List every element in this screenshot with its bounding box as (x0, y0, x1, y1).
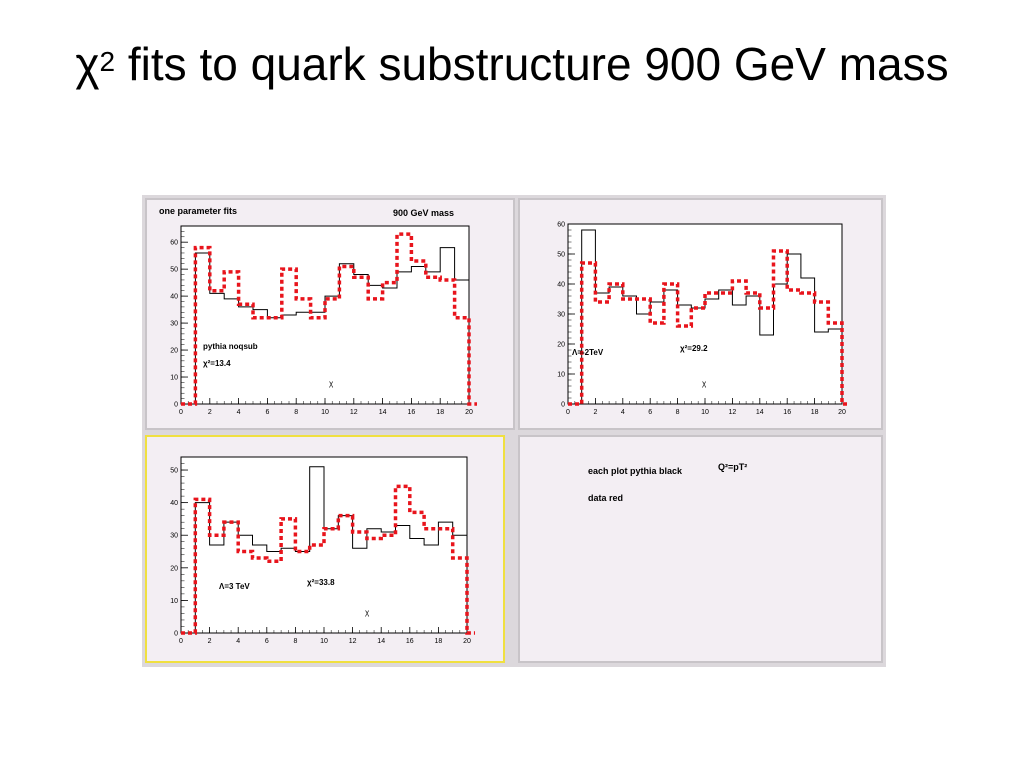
x-tick-label: 14 (379, 409, 387, 416)
x-tick-label: 20 (465, 409, 473, 416)
plot-group: 0 2 4 6 8 10 12 14 16 18 20 0 10 20 30 40 50 60 (557, 222, 850, 416)
title-text: fits to quark substructure 900 GeV mass (115, 38, 949, 90)
y-tick-label: 10 (557, 372, 565, 379)
x-tick-label: 2 (208, 638, 212, 645)
pad-top-right[interactable]: 0 2 4 6 8 10 12 14 16 18 20 0 10 20 30 40 50 60 Λ=-2TeV χ²=… (518, 198, 883, 430)
x-tick-label: 8 (293, 638, 297, 645)
x-tick-label: 4 (237, 409, 241, 416)
y-tick-label: 20 (557, 342, 565, 349)
y-tick-label: 30 (557, 312, 565, 319)
y-tick-label: 30 (170, 533, 178, 540)
title-superscript: 2 (99, 46, 116, 77)
x-tick-label: 14 (377, 638, 385, 645)
y-tick-label: 60 (170, 240, 178, 247)
x-tick-label: 16 (783, 409, 791, 416)
x-tick-label: 14 (756, 409, 764, 416)
x-tick-label: 16 (406, 638, 414, 645)
chart-label: Λ=-2TeV (572, 348, 604, 357)
x-tick-label: 8 (294, 409, 298, 416)
root-canvas: 0 2 4 6 8 10 12 14 16 18 20 0 10 20 30 40 50 60 one parame… (142, 195, 886, 667)
x-tick-label: 18 (435, 638, 443, 645)
x-tick-label: 0 (566, 409, 570, 416)
data-histogram-line (181, 484, 475, 635)
y-tick-label: 60 (557, 222, 565, 229)
y-tick-label: 0 (561, 402, 565, 409)
x-axis-label: χ (702, 379, 707, 388)
y-tick-label: 40 (170, 294, 178, 301)
title-chi-symbol: χ (75, 38, 100, 90)
x-tick-label: 4 (236, 638, 240, 645)
note-pythia-black: each plot pythia black (588, 466, 683, 476)
plot-group: 0 2 4 6 8 10 12 14 16 18 20 0 10 20 30 40 50 (170, 456, 475, 645)
chi2-label: χ²=33.8 (307, 578, 335, 587)
y-tick-label: 50 (170, 267, 178, 274)
chart-header-right: 900 GeV mass (393, 208, 454, 218)
note-data-red: data red (588, 493, 623, 503)
chi2-label: χ²=29.2 (680, 344, 708, 353)
y-tick-label: 50 (170, 468, 178, 475)
x-tick-label: 4 (621, 409, 625, 416)
y-tick-label: 30 (170, 321, 178, 328)
y-tick-label: 20 (170, 565, 178, 572)
x-tick-label: 10 (320, 638, 328, 645)
x-tick-label: 6 (265, 409, 269, 416)
chi2-label: χ²=13.4 (203, 359, 231, 368)
notes-panel: each plot pythia black Q²=pT² data red (588, 462, 747, 503)
note-q2-formula: Q²=pT² (718, 462, 747, 472)
chart-label: pythia noqsub (203, 342, 258, 351)
x-tick-label: 2 (208, 409, 212, 416)
x-tick-label: 2 (593, 409, 597, 416)
plot-frame (567, 223, 843, 405)
x-tick-label: 6 (265, 638, 269, 645)
chart-header-left: one parameter fits (159, 206, 237, 216)
y-tick-label: 20 (170, 348, 178, 355)
x-axis-label: χ (365, 608, 370, 617)
x-tick-label: 6 (648, 409, 652, 416)
x-tick-label: 20 (463, 638, 471, 645)
y-tick-label: 50 (557, 252, 565, 259)
x-tick-label: 18 (811, 409, 819, 416)
pad-bottom-right[interactable]: each plot pythia black Q²=pT² data red (518, 435, 883, 663)
plot-frame (180, 225, 470, 405)
x-tick-label: 18 (436, 409, 444, 416)
chart-lambda-minus-2tev: 0 2 4 6 8 10 12 14 16 18 20 0 10 20 30 40 50 60 Λ=-2TeV χ²=… (557, 222, 850, 416)
pad-top-left[interactable]: 0 2 4 6 8 10 12 14 16 18 20 0 10 20 30 40 50 60 one parame… (145, 198, 515, 430)
x-tick-label: 10 (321, 409, 329, 416)
chart-one-parameter-fits: 0 2 4 6 8 10 12 14 16 18 20 0 10 20 30 40 50 60 one parame… (159, 206, 477, 416)
chart-label: Λ=3 TeV (219, 582, 250, 591)
y-tick-label: 0 (174, 631, 178, 638)
y-tick-label: 40 (557, 282, 565, 289)
x-tick-label: 10 (701, 409, 709, 416)
x-tick-label: 12 (349, 638, 357, 645)
x-tick-label: 8 (676, 409, 680, 416)
chart-lambda-3tev: 0 2 4 6 8 10 12 14 16 18 20 0 10 20 30 40 50 Λ=3 TeV χ²=33… (170, 456, 475, 645)
x-tick-label: 20 (838, 409, 846, 416)
slide-title: χ2 fits to quark substructure 900 GeV ma… (0, 36, 1024, 92)
x-tick-label: 16 (408, 409, 416, 416)
y-tick-label: 10 (170, 375, 178, 382)
pad-bottom-left[interactable]: 0 2 4 6 8 10 12 14 16 18 20 0 10 20 30 40 50 Λ=3 TeV χ²=33… (145, 435, 505, 663)
x-tick-label: 0 (179, 409, 183, 416)
data-histogram-line (568, 249, 850, 406)
x-tick-label: 12 (350, 409, 358, 416)
x-tick-label: 12 (729, 409, 737, 416)
y-tick-label: 0 (174, 402, 178, 409)
y-tick-label: 10 (170, 598, 178, 605)
x-axis-label: χ (329, 379, 334, 388)
x-tick-label: 0 (179, 638, 183, 645)
plot-group: 0 2 4 6 8 10 12 14 16 18 20 0 10 20 30 40 50 60 (170, 225, 477, 416)
y-tick-label: 40 (170, 500, 178, 507)
